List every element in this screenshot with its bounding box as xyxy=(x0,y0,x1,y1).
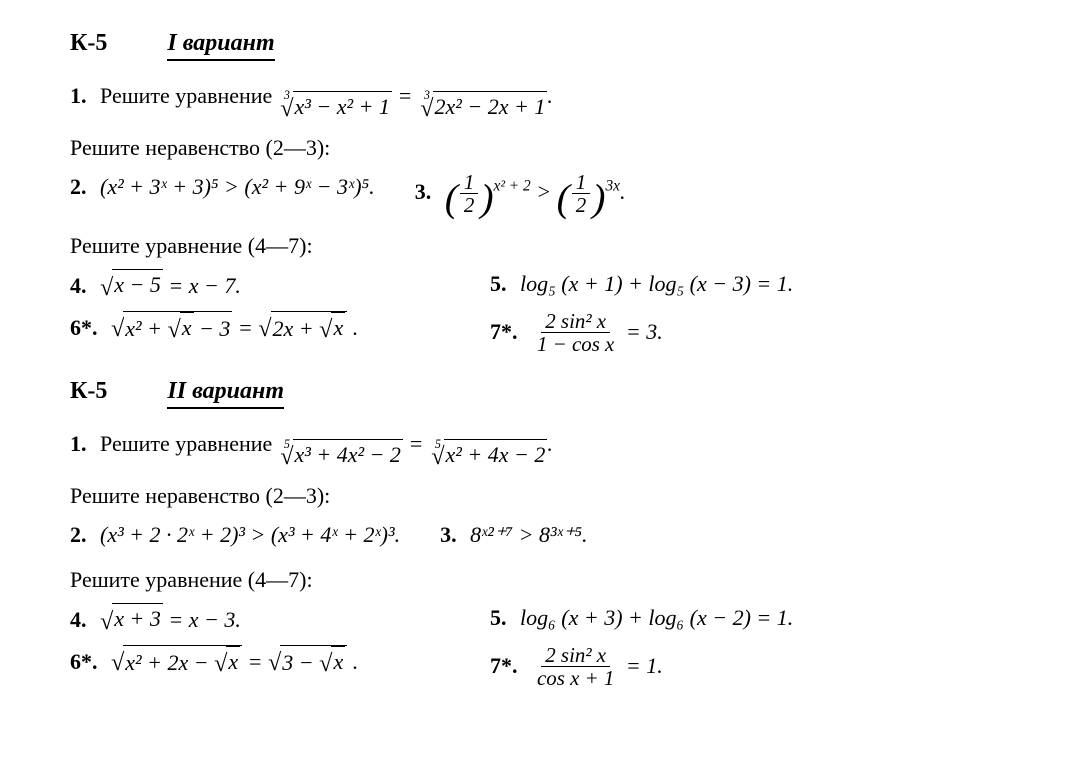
variant-2-title: II вариант xyxy=(167,378,284,409)
v2-section-23: Решите неравенство (2—3): xyxy=(70,481,1010,512)
eq3-math: (12)x² + 2 > (12)3x. xyxy=(445,179,626,204)
v2-problem-7: 7*. 2 sin² xcos x + 1 = 1. xyxy=(490,645,663,690)
v2-problem-5: 5. log₆ (x + 3) + log₆ (x − 2) = 1. xyxy=(490,603,793,637)
v1-problem-2: 2. (x² + 3ˣ + 3)⁵ > (x² + 9ˣ − 3ˣ)⁵. xyxy=(70,172,375,217)
v2-row-2-3: 2. (x³ + 2 · 2ˣ + 2)³ > (x³ + 4ˣ + 2ˣ)³.… xyxy=(70,520,1010,551)
worksheet-page: К-5 I вариант 1. Решите уравнение 3√x³ −… xyxy=(0,0,1080,718)
v2-problem-3: 3. 8ˣ²⁺⁷ > 8³ˣ⁺⁵. xyxy=(440,520,587,551)
v1-section-47: Решите уравнение (4—7): xyxy=(70,231,1010,262)
v1-problem-5: 5. log₅ (x + 1) + log₅ (x − 3) = 1. xyxy=(490,269,793,303)
v1-problem-6: 6*. √x² + √x − 3 = √2x + √x . xyxy=(70,311,450,356)
v1-problem-7: 7*. 2 sin² x1 − cos x = 3. xyxy=(490,311,663,356)
eq1-math: 3√x³ − x² + 1 = 3√2x² − 2x + 1. xyxy=(278,83,553,108)
k5-label-2: К-5 xyxy=(70,378,107,405)
v2-row-4-5: 4. √x + 3 = x − 3. 5. log₆ (x + 3) + log… xyxy=(70,603,1010,637)
v2-problem-2: 2. (x³ + 2 · 2ˣ + 2)³ > (x³ + 4ˣ + 2ˣ)³. xyxy=(70,520,400,551)
v2-problem-1: 1. Решите уравнение 5√x³ + 4x² − 2 = 5√x… xyxy=(70,429,1010,473)
v1-row-6-7: 6*. √x² + √x − 3 = √2x + √x . 7*. 2 sin²… xyxy=(70,311,1010,356)
v2-problem-6: 6*. √x² + 2x − √x = √3 − √x . xyxy=(70,645,450,690)
v1-row-4-5: 4. √x − 5 = x − 7. 5. log₅ (x + 1) + log… xyxy=(70,269,1010,303)
num-1: 1. xyxy=(70,83,87,108)
variant-2-header: К-5 II вариант xyxy=(70,378,1010,409)
v1-row-2-3: 2. (x² + 3ˣ + 3)⁵ > (x² + 9ˣ − 3ˣ)⁵. 3. … xyxy=(70,172,1010,217)
k5-label-1: К-5 xyxy=(70,30,107,57)
variant-1-title: I вариант xyxy=(167,30,274,61)
v2-row-6-7: 6*. √x² + 2x − √x = √3 − √x . 7*. 2 sin²… xyxy=(70,645,1010,690)
v2-problem-4: 4. √x + 3 = x − 3. xyxy=(70,603,450,637)
variant-1-header: К-5 I вариант xyxy=(70,30,1010,61)
v1-problem-3: 3. (12)x² + 2 > (12)3x. xyxy=(415,172,626,217)
v1-problem-4: 4. √x − 5 = x − 7. xyxy=(70,269,450,303)
eq2-math: (x² + 3ˣ + 3)⁵ > (x² + 9ˣ − 3ˣ)⁵. xyxy=(100,174,375,199)
v1-problem-1: 1. Решите уравнение 3√x³ − x² + 1 = 3√2x… xyxy=(70,81,1010,125)
solve-eq-text: Решите уравнение xyxy=(100,83,272,108)
v2-section-47: Решите уравнение (4—7): xyxy=(70,565,1010,596)
v1-section-23: Решите неравенство (2—3): xyxy=(70,133,1010,164)
